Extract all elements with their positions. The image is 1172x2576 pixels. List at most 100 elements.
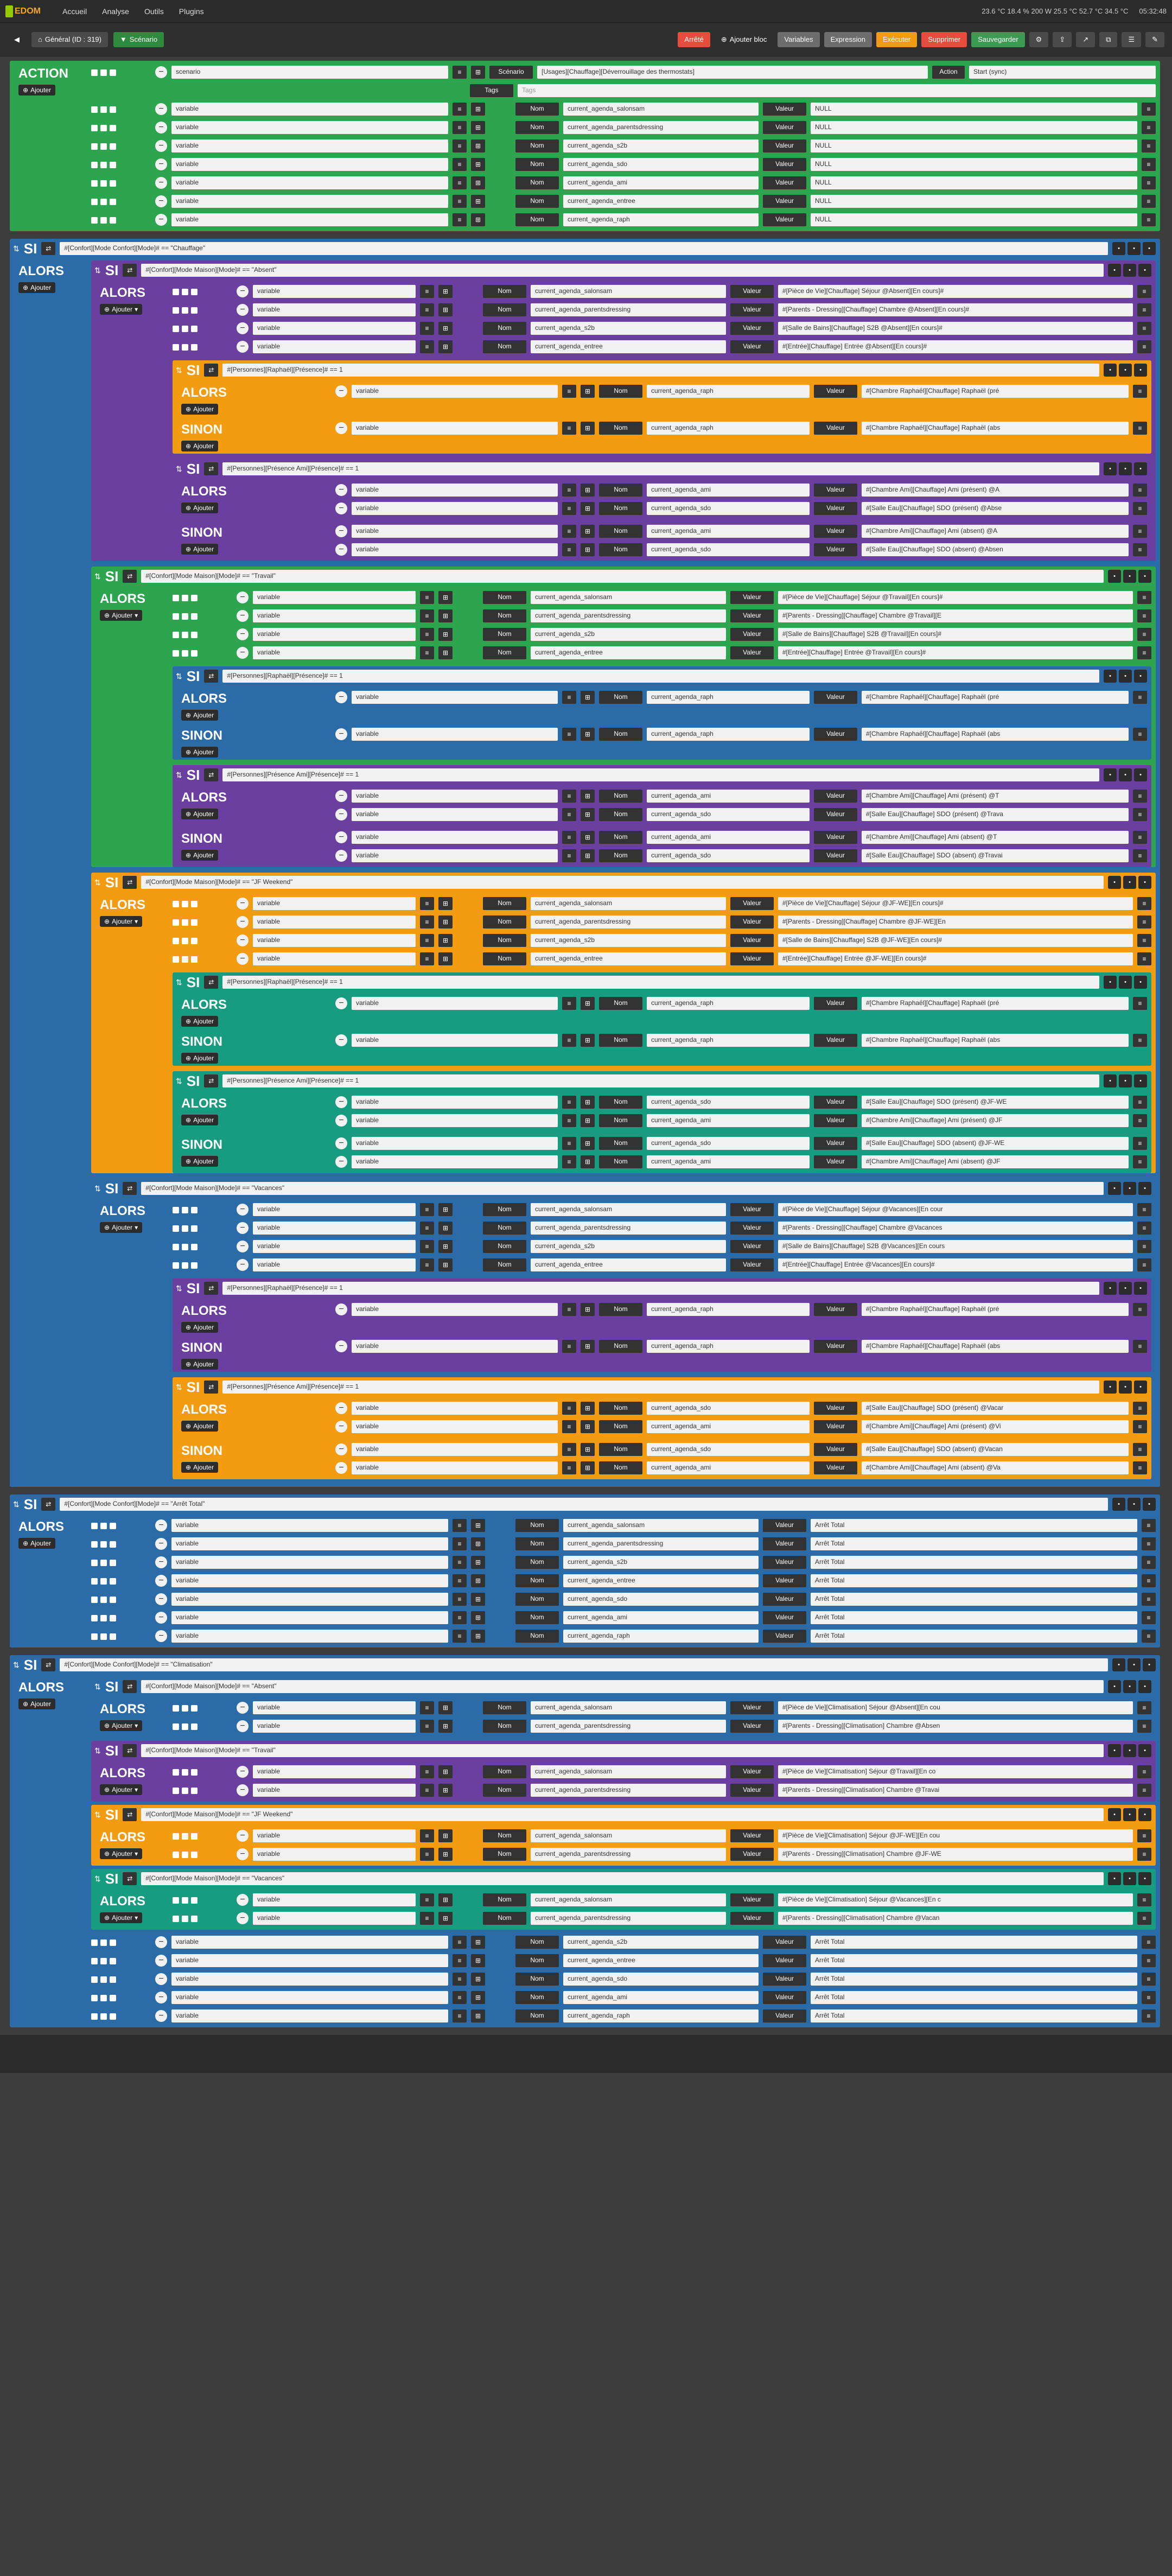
power-icon[interactable]: • bbox=[1134, 976, 1147, 989]
code-icon[interactable]: ⊞ bbox=[471, 1519, 485, 1532]
action-type-input[interactable]: variable bbox=[352, 1034, 558, 1047]
remove-action-icon[interactable]: − bbox=[335, 503, 347, 514]
list-icon[interactable]: ≡ bbox=[562, 1461, 576, 1474]
action-type-input[interactable]: variable bbox=[171, 1630, 448, 1643]
list-icon[interactable]: ≡ bbox=[562, 790, 576, 803]
value-input[interactable]: #[Chambre Ami][Chauffage] Ami (absent) @… bbox=[862, 1461, 1129, 1474]
remove-action-icon[interactable]: − bbox=[237, 341, 249, 353]
remove-action-icon[interactable]: − bbox=[335, 1421, 347, 1433]
expand-icon[interactable]: • bbox=[1104, 1282, 1117, 1295]
check-icon[interactable] bbox=[182, 938, 188, 944]
list-icon[interactable]: ≡ bbox=[420, 609, 434, 622]
remove-action-icon[interactable]: − bbox=[155, 177, 167, 189]
value-input[interactable]: #[Pièce de Vie][Climatisation] Séjour @T… bbox=[778, 1765, 1133, 1778]
remove-action-icon[interactable]: − bbox=[335, 422, 347, 434]
list-icon[interactable]: ≡ bbox=[420, 897, 434, 910]
undo-icon[interactable]: • bbox=[1119, 364, 1132, 377]
code-icon[interactable]: ⊞ bbox=[581, 1420, 595, 1433]
list-icon[interactable]: ≡ bbox=[1133, 728, 1147, 741]
move-icon[interactable] bbox=[91, 1633, 98, 1640]
list-icon[interactable]: ≡ bbox=[1133, 1443, 1147, 1456]
list-icon[interactable]: ≡ bbox=[420, 646, 434, 659]
toggle-icon[interactable] bbox=[110, 143, 116, 150]
power-icon[interactable]: • bbox=[1138, 1808, 1151, 1821]
list-icon[interactable]: ≡ bbox=[1133, 1461, 1147, 1474]
list-icon[interactable]: ≡ bbox=[562, 691, 576, 704]
ajouter-button[interactable]: ⊕ Ajouter bbox=[181, 1359, 219, 1370]
action-type-input[interactable]: variable bbox=[352, 1461, 558, 1474]
action-type-input[interactable]: variable bbox=[253, 1203, 416, 1216]
action-type-input[interactable]: variable bbox=[352, 1114, 558, 1127]
condition-input[interactable]: #[Personnes][Raphaël][Présence]# == 1 bbox=[222, 670, 1099, 683]
list-icon[interactable]: ≡ bbox=[1133, 1303, 1147, 1316]
value-input[interactable]: #[Salle Eau][Chauffage] SDO (présent) @V… bbox=[862, 1402, 1129, 1415]
move-icon[interactable] bbox=[173, 1833, 179, 1840]
action-type-input[interactable]: variable bbox=[253, 628, 416, 641]
action-type-input[interactable]: variable bbox=[253, 591, 416, 604]
toggle-icon[interactable]: ⇄ bbox=[204, 462, 219, 475]
name-input[interactable]: current_agenda_raph bbox=[647, 385, 810, 398]
action-type-input[interactable]: variable bbox=[352, 831, 558, 844]
value-input[interactable]: #[Entrée][Chauffage] Entrée @Travail][En… bbox=[778, 646, 1133, 659]
expand-icon[interactable]: • bbox=[1104, 1381, 1117, 1394]
remove-action-icon[interactable]: − bbox=[335, 544, 347, 556]
value-input[interactable]: #[Salle Eau][Chauffage] SDO (absent) @Tr… bbox=[862, 849, 1129, 862]
action-type-input[interactable]: variable bbox=[253, 897, 416, 910]
toggle-icon[interactable]: ⇄ bbox=[204, 1381, 219, 1394]
undo-icon[interactable]: • bbox=[1123, 1808, 1136, 1821]
action-type-input[interactable]: variable bbox=[352, 997, 558, 1010]
move-icon[interactable] bbox=[173, 1788, 179, 1794]
list-icon[interactable]: ≡ bbox=[1142, 121, 1156, 134]
toggle-icon[interactable] bbox=[191, 1207, 198, 1213]
check-icon[interactable] bbox=[100, 199, 107, 205]
check-icon[interactable] bbox=[182, 1207, 188, 1213]
ajouter-button[interactable]: ⊕ Ajouter ▾ bbox=[100, 1912, 143, 1923]
list-icon[interactable]: ≡ bbox=[562, 385, 576, 398]
list-icon[interactable]: ≡ bbox=[453, 1936, 467, 1949]
list-icon[interactable]: ≡ bbox=[453, 195, 467, 208]
remove-action-icon[interactable]: − bbox=[155, 1556, 167, 1568]
menu-item[interactable]: Accueil bbox=[62, 7, 87, 16]
code-icon[interactable]: ⊞ bbox=[581, 1155, 595, 1168]
check-icon[interactable] bbox=[100, 1615, 107, 1621]
remove-action-icon[interactable]: − bbox=[237, 934, 249, 946]
action-type-input[interactable]: variable bbox=[171, 213, 448, 226]
code-icon[interactable]: ⊞ bbox=[581, 1096, 595, 1109]
list-icon[interactable]: ≡ bbox=[1133, 997, 1147, 1010]
condition-input[interactable]: #[Personnes][Présence Ami][Présence]# ==… bbox=[222, 462, 1099, 475]
name-input[interactable]: current_agenda_raph bbox=[647, 997, 810, 1010]
undo-icon[interactable]: • bbox=[1119, 976, 1132, 989]
undo-icon[interactable]: • bbox=[1123, 876, 1136, 889]
list-icon[interactable]: ≡ bbox=[1133, 849, 1147, 862]
value-input[interactable]: #[Pièce de Vie][Climatisation] Séjour @A… bbox=[778, 1701, 1133, 1714]
name-input[interactable]: current_agenda_ami bbox=[563, 1991, 759, 2004]
toggle-icon[interactable]: ⇄ bbox=[204, 670, 219, 683]
code-icon[interactable]: ⊞ bbox=[581, 385, 595, 398]
list-icon[interactable]: ≡ bbox=[1137, 646, 1151, 659]
name-input[interactable]: current_agenda_ami bbox=[647, 484, 810, 497]
list-icon[interactable]: ≡ bbox=[453, 103, 467, 116]
toggle-icon[interactable]: ⇄ bbox=[41, 242, 56, 255]
action-type-input[interactable]: variable bbox=[352, 1137, 558, 1150]
power-icon[interactable]: • bbox=[1143, 1658, 1156, 1671]
action-type-input[interactable]: variable bbox=[171, 1611, 448, 1624]
move-icon[interactable] bbox=[173, 1705, 179, 1712]
check-icon[interactable] bbox=[100, 1578, 107, 1585]
list-icon[interactable]: ≡ bbox=[1133, 831, 1147, 844]
list-icon[interactable]: ≡ bbox=[562, 484, 576, 497]
name-input[interactable]: current_agenda_salonsam bbox=[531, 1829, 726, 1842]
power-icon[interactable]: • bbox=[1134, 768, 1147, 781]
list-icon[interactable]: ≡ bbox=[453, 2009, 467, 2022]
name-input[interactable]: current_agenda_salonsam bbox=[531, 591, 726, 604]
name-input[interactable]: current_agenda_s2b bbox=[563, 1936, 759, 1949]
expand-icon[interactable]: • bbox=[1108, 1182, 1121, 1195]
menu-item[interactable]: Plugins bbox=[179, 7, 204, 16]
power-icon[interactable]: • bbox=[1138, 264, 1151, 277]
drag-handle-icon[interactable]: ⇅ bbox=[13, 1499, 20, 1509]
action-type-input[interactable]: variable bbox=[171, 1973, 448, 1986]
code-icon[interactable]: ⊞ bbox=[471, 103, 485, 116]
code-icon[interactable]: ⊞ bbox=[438, 1765, 453, 1778]
remove-action-icon[interactable]: − bbox=[155, 1973, 167, 1985]
toggle-icon[interactable] bbox=[110, 1541, 116, 1548]
list-icon[interactable]: ≡ bbox=[420, 1701, 434, 1714]
